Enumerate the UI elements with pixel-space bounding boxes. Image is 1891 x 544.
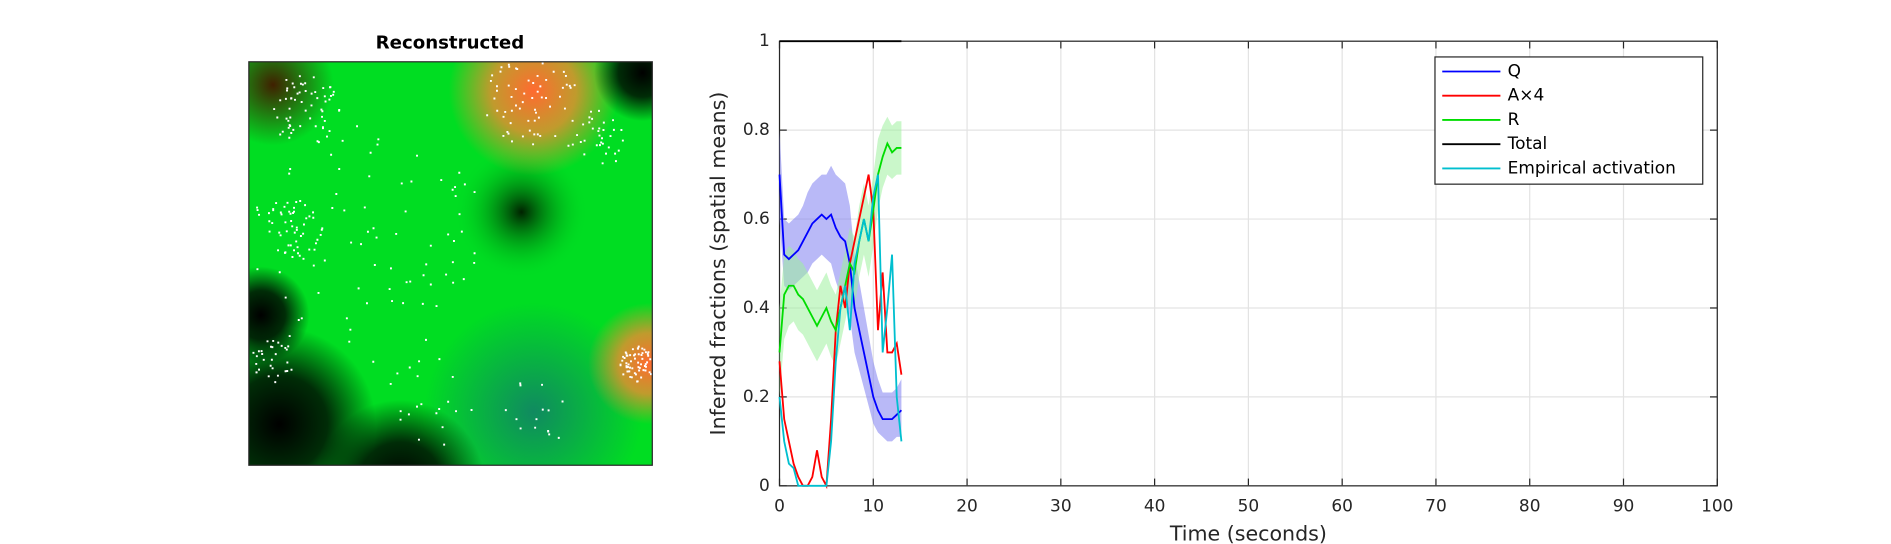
x-tick-label: 0 (774, 495, 785, 515)
series-line (778, 174, 903, 421)
x-tick-label: 50 (1238, 495, 1260, 515)
chart: 0 10 20 30 40 50 60 70 80 90 100 0 0.2 0.4 0.6 0.8 1 Time… (706, 30, 1734, 544)
x-tick-label: 30 (1050, 495, 1072, 515)
x-tick-label: 20 (956, 495, 978, 515)
x-tick-label: 70 (1425, 495, 1447, 515)
x-tick-label: 90 (1613, 495, 1635, 515)
x-tick-label: 80 (1519, 495, 1541, 515)
y-tick-label: 0.8 (743, 119, 770, 139)
y-tick-label: 0 (759, 475, 770, 495)
x-tick-label: 100 (1701, 495, 1733, 515)
y-tick-label: 0.4 (743, 297, 770, 317)
x-axis-label: Time (seconds) (1169, 521, 1327, 544)
image-frame (248, 61, 653, 466)
y-tick-label: 0.6 (743, 208, 770, 228)
series-line (778, 174, 903, 487)
legend-label: Empirical activation (1508, 157, 1676, 177)
plot-frame (778, 40, 1718, 487)
legend-label: Total (1507, 133, 1548, 153)
confidence-band (779, 116, 902, 397)
image-title: Reconstructed (376, 33, 525, 54)
x-tick-label: 10 (863, 495, 885, 515)
legend-label: Q (1508, 60, 1521, 80)
y-axis-label: Inferred fractions (spatial means) (706, 92, 730, 436)
x-tick-label: 40 (1144, 495, 1166, 515)
y-tick-label: 1 (759, 30, 770, 50)
legend-label: R (1508, 109, 1520, 129)
legend-label: A×4 (1508, 85, 1545, 105)
x-tick-label: 60 (1331, 495, 1353, 515)
reconstructed-image (248, 61, 653, 466)
y-tick-label: 0.2 (743, 386, 770, 406)
